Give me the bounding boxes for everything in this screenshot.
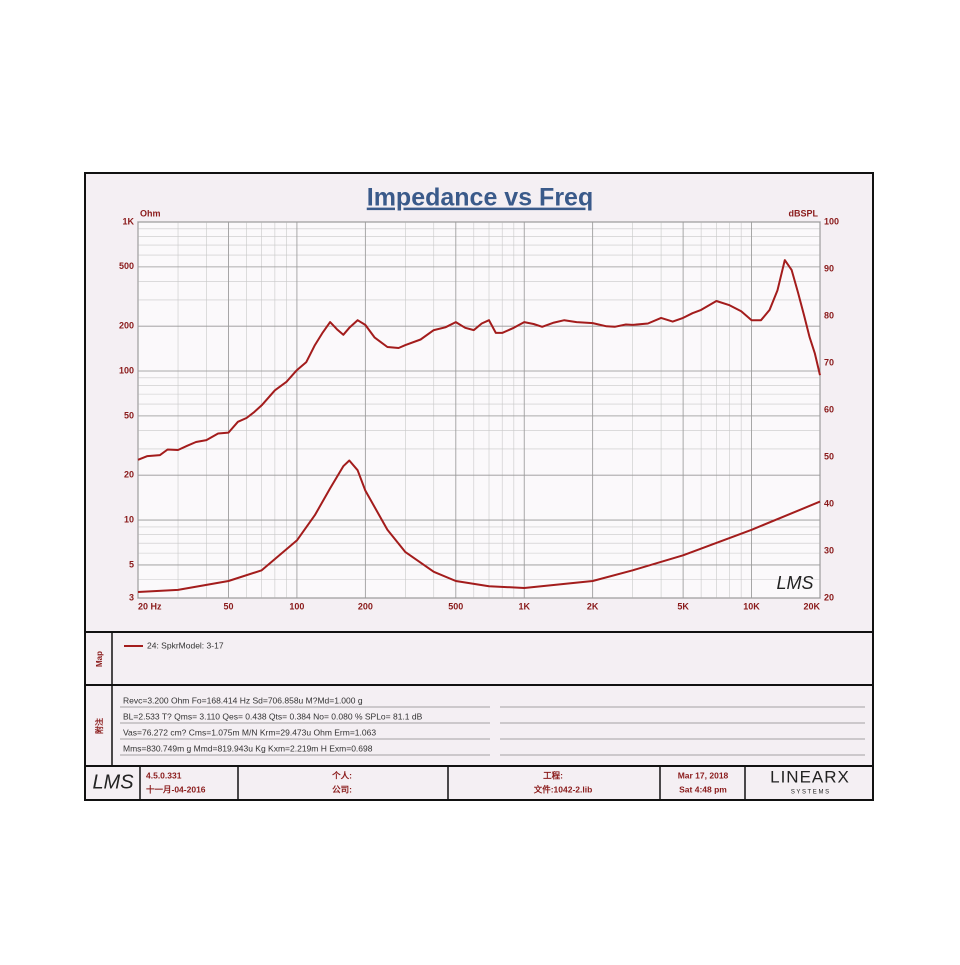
footer-logo: LMS xyxy=(92,771,134,793)
personal: 个人: xyxy=(331,770,352,780)
y2-tick-label: 100 xyxy=(824,216,839,226)
x-tick-label: 10K xyxy=(743,601,760,611)
y2-tick-label: 90 xyxy=(824,263,834,273)
x-tick-label: 20K xyxy=(803,601,820,611)
y2-tick-label: 20 xyxy=(824,592,834,602)
y2-tick-label: 40 xyxy=(824,498,834,508)
x-tick-label: 1K xyxy=(518,601,530,611)
note-line: Revc=3.200 Ohm Fo=168.414 Hz Sd=706.858u… xyxy=(123,695,363,705)
y-tick-label: 50 xyxy=(124,410,134,420)
y-tick-label: 1K xyxy=(122,216,134,226)
y2-tick-label: 70 xyxy=(824,357,834,367)
chart-title: Impedance vs Freq xyxy=(367,184,593,212)
x-tick-label: 500 xyxy=(448,601,463,611)
notes-side-label: 附注 xyxy=(94,718,104,734)
legend-entry: 24: SpkrModel: 3-17 xyxy=(147,640,224,650)
x-tick-label: 50 xyxy=(223,601,233,611)
project: 工程: xyxy=(543,770,563,780)
file: 文件:1042-2.lib xyxy=(534,784,593,794)
x-tick-label: 200 xyxy=(358,601,373,611)
y-tick-label: 5 xyxy=(129,559,134,569)
y-tick-label: 200 xyxy=(119,321,134,331)
plot-area xyxy=(137,221,821,599)
brand: LINEARX xyxy=(770,767,850,786)
y2-tick-label: 50 xyxy=(824,451,834,461)
x-tick-label: 5K xyxy=(677,601,689,611)
version: 4.5.0.331 xyxy=(146,770,182,780)
y2-tick-label: 60 xyxy=(824,404,834,414)
series-line xyxy=(137,259,821,461)
chart: 20 Hz 50 100 200 500 1K 2K 5K 10K 20K 1K 500 200 100 5… xyxy=(119,216,839,611)
y-tick-label: 100 xyxy=(119,365,134,375)
note-line: Vas=76.272 cm? Cms=1.075m M/N Krm=29.473… xyxy=(123,727,376,737)
watermark: LMS xyxy=(776,573,813,593)
note-line: Mms=830.749m g Mmd=819.943u Kg Kxm=2.219… xyxy=(123,743,373,753)
legend-side-label: Map xyxy=(95,651,104,667)
y-tick-label: 20 xyxy=(124,470,134,480)
y-axis-label: Ohm xyxy=(140,208,161,218)
y-tick-label: 500 xyxy=(119,261,134,271)
y2-axis-label: dBSPL xyxy=(788,208,818,218)
y2-tick-label: 30 xyxy=(824,545,834,555)
y-tick-label: 10 xyxy=(124,514,134,524)
footer xyxy=(139,766,746,800)
company: 公司: xyxy=(332,784,352,794)
brand-sub: S Y S T E M S xyxy=(791,790,829,796)
notes: Revc=3.200 Ohm Fo=168.414 Hz Sd=706.858u… xyxy=(120,695,865,756)
date: Mar 17, 2018 xyxy=(678,770,729,780)
y2-tick-label: 80 xyxy=(824,310,834,320)
note-line: BL=2.533 T? Qms= 3.110 Qes= 0.438 Qts= 0… xyxy=(123,711,423,721)
time: Sat 4:48 pm xyxy=(679,784,727,794)
y-tick-label: 3 xyxy=(129,592,134,602)
build-date: 十一月-04-2016 xyxy=(146,784,206,794)
series-line xyxy=(137,459,821,593)
x-tick-label: 20 Hz xyxy=(138,601,162,611)
x-tick-label: 2K xyxy=(587,601,599,611)
x-tick-label: 100 xyxy=(289,601,304,611)
